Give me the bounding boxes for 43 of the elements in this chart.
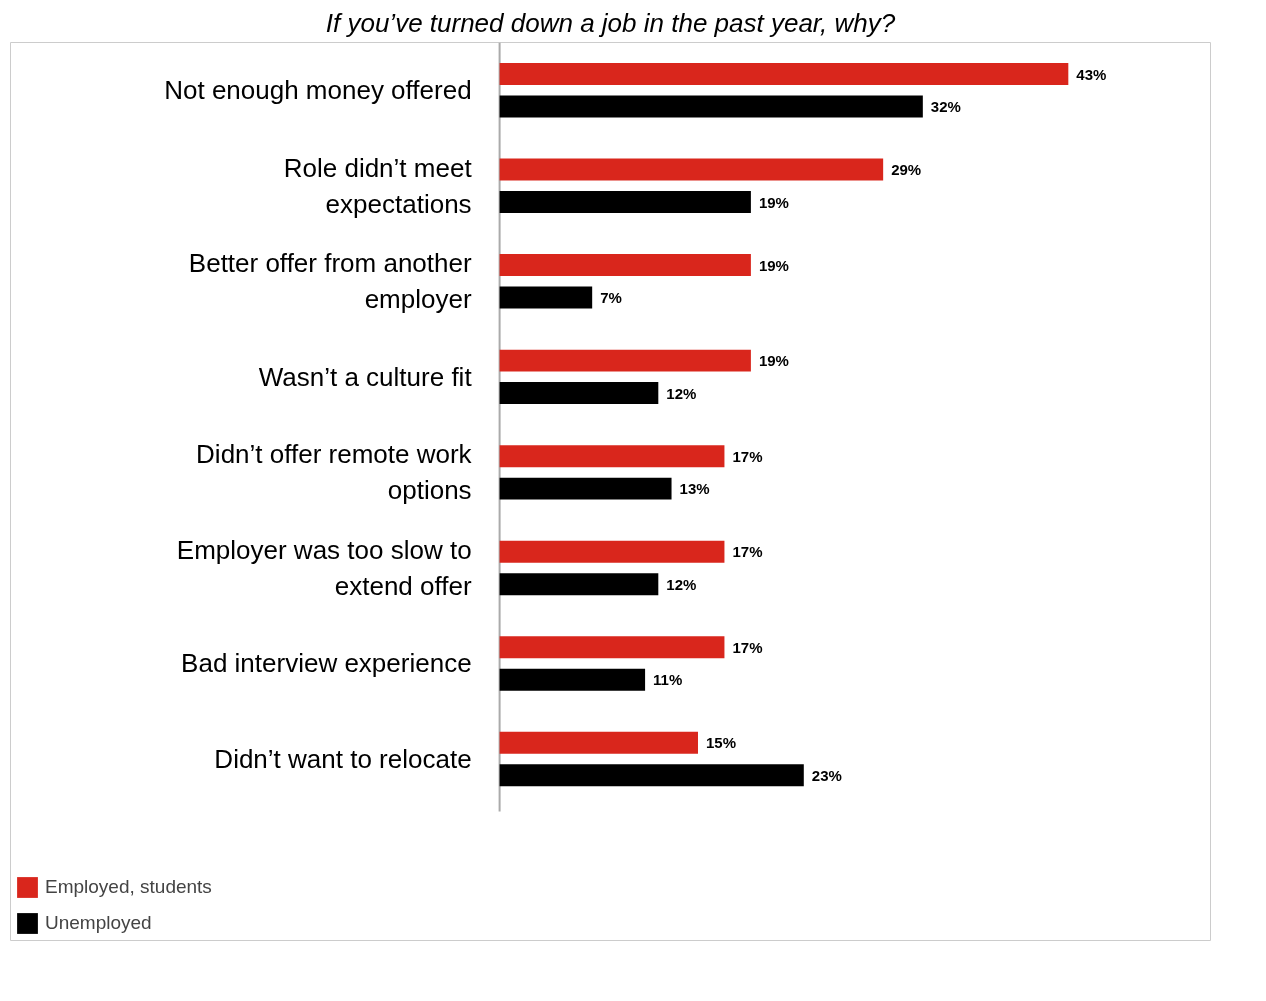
legend-label: Employed, students: [45, 876, 212, 898]
y-tick-label: Bad interview experience: [181, 648, 472, 679]
data-label: 23%: [811, 766, 842, 784]
bar: [499, 349, 751, 372]
y-tick-label: Didn’t want to relocate: [214, 743, 472, 774]
bar: [499, 286, 593, 309]
data-label: 43%: [1076, 65, 1107, 83]
data-label: 32%: [930, 98, 961, 116]
bar: [499, 95, 923, 118]
data-label: 19%: [758, 352, 789, 370]
data-label: 7%: [600, 289, 622, 307]
data-label: 15%: [705, 734, 737, 752]
bar: [499, 477, 672, 500]
data-label: 29%: [891, 161, 922, 179]
bar: [499, 636, 725, 659]
y-tick-label: Role didn’t meet expectations: [283, 152, 473, 219]
data-label: 12%: [666, 575, 697, 593]
bar: [499, 764, 804, 787]
data-label: 17%: [732, 638, 763, 656]
bar: [499, 158, 884, 181]
legend-label: Unemployed: [45, 912, 152, 934]
data-label: 13%: [679, 480, 710, 498]
bar: [499, 540, 725, 563]
bar: [499, 382, 659, 405]
chart-title: If you’ve turned down a job in the past year, why?: [325, 7, 896, 38]
data-label: 19%: [758, 256, 789, 274]
y-tick-label: Not enough money offered: [164, 75, 472, 106]
bar: [499, 254, 751, 277]
data-label: 11%: [653, 671, 683, 689]
data-label: 17%: [732, 543, 763, 561]
y-tick-label: Better offer from another employer: [188, 248, 472, 315]
bar: [499, 668, 646, 691]
bar: [499, 445, 725, 468]
bar: [499, 573, 659, 596]
data-label: 12%: [666, 384, 697, 402]
bar: [499, 63, 1069, 86]
y-tick-label: Didn’t offer remote work options: [196, 439, 473, 506]
data-label: 17%: [732, 447, 763, 465]
data-label: 19%: [758, 193, 789, 211]
bar: [499, 191, 751, 214]
y-tick-label: Employer was too slow to extend offer: [176, 534, 472, 601]
bar: [499, 731, 698, 754]
y-tick-label: Wasn’t a culture fit: [258, 361, 473, 392]
